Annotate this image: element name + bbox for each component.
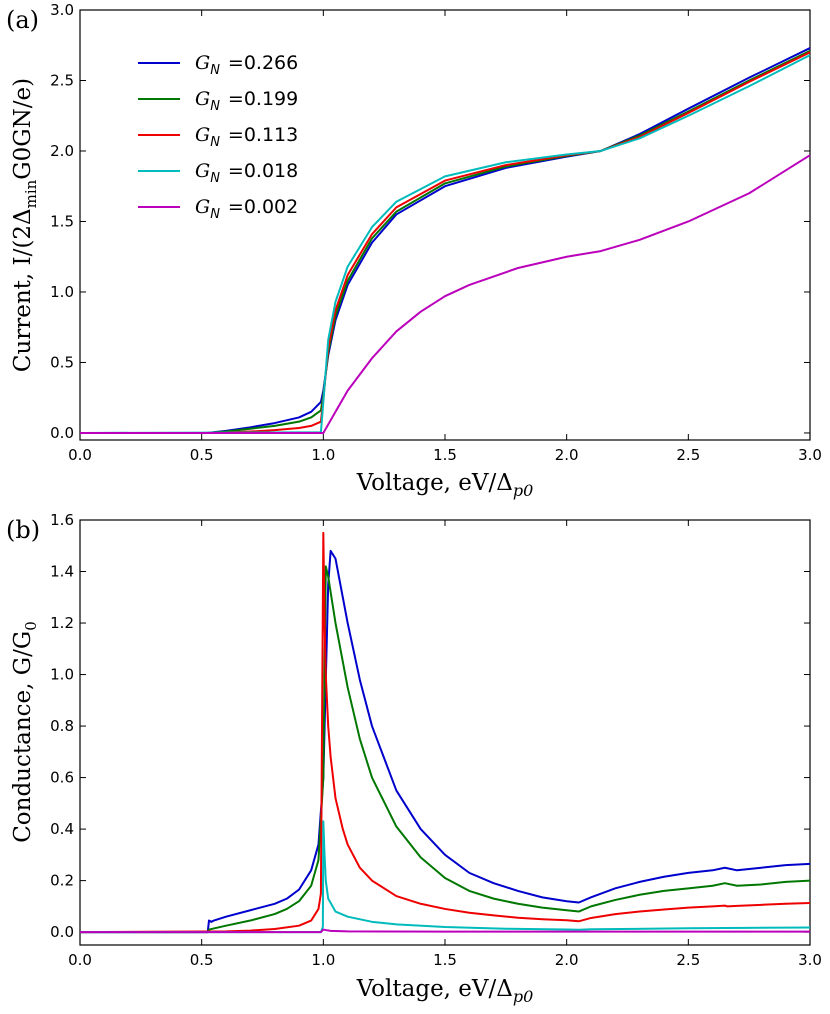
panel-b-y-tick-label: 0.8 bbox=[50, 717, 74, 735]
panel-a-y-tick-label: 1.0 bbox=[50, 283, 74, 301]
panel-a-series-line-gn-0-018 bbox=[79, 54, 811, 434]
panel-b-label: (b) bbox=[6, 516, 40, 544]
panel-b-series-line-gn-0-266 bbox=[80, 549, 811, 934]
panel-a-y-tick-label: 0.0 bbox=[50, 424, 74, 442]
panel-a-x-tick-label: 1.0 bbox=[311, 446, 335, 464]
panel-a-y-tick-label: 1.5 bbox=[50, 212, 74, 230]
panel-a-x-tick-label: 0.5 bbox=[190, 446, 214, 464]
legend-label-gn-0-266: GN =0.266 bbox=[195, 52, 298, 78]
panel-a-series-line-gn-0-002 bbox=[80, 154, 811, 434]
panel-b-y-tick-label: 1.0 bbox=[50, 666, 74, 684]
panel-b-x-axis-title: Voltage, eV/Δp0 bbox=[356, 976, 534, 1006]
panel-a-x-tick-label: 0.0 bbox=[68, 446, 92, 464]
panel-b-series-line-gn-0-199 bbox=[80, 565, 811, 934]
panel-b-y-tick-label: 1.4 bbox=[50, 563, 74, 581]
panel-b-x-tick-label: 0.0 bbox=[68, 951, 92, 969]
panel-b-x-tick-label: 2.0 bbox=[555, 951, 579, 969]
panel-b-y-tick-label: 0.6 bbox=[50, 769, 74, 787]
panel-b-x-tick-label: 0.5 bbox=[190, 951, 214, 969]
panel-a-x-tick-label: 2.0 bbox=[555, 446, 579, 464]
panel-a-current: 0.0 0.5 1.0 1.5 2.0 2.5 3.0 0.0 0.5 1.0 1.5 2.0 2.5 3… bbox=[6, 1, 822, 500]
legend-label-gn-0-199: GN =0.199 bbox=[195, 88, 298, 114]
panel-b-series-line-gn-0-002 bbox=[80, 928, 810, 934]
panel-b-y-tick-label: 0.4 bbox=[50, 820, 74, 838]
panel-b-ticks: 0.0 0.5 1.0 1.5 2.0 2.5 3.0 0.0 0.2 0.4 0.6 0.8 1.0 1… bbox=[50, 511, 822, 969]
panel-b-conductance: 0.0 0.5 1.0 1.5 2.0 2.5 3.0 0.0 0.2 0.4 0.6 0.8 1.0 1… bbox=[6, 511, 822, 1006]
panel-b-plot-frame bbox=[79, 519, 811, 946]
panel-b-series-lines bbox=[79, 531, 811, 934]
panel-b-y-tick-label: 0.0 bbox=[50, 923, 74, 941]
panel-a-label: (a) bbox=[6, 6, 39, 34]
panel-a-plot-frame bbox=[79, 9, 811, 441]
panel-b-x-tick-label: 1.0 bbox=[311, 951, 335, 969]
legend-label-gn-0-002: GN =0.002 bbox=[195, 196, 298, 222]
panel-a-ticks: 0.0 0.5 1.0 1.5 2.0 2.5 3.0 0.0 0.5 1.0 1.5 2.0 2.5 3… bbox=[50, 1, 822, 464]
panel-b-x-tick-label: 1.5 bbox=[433, 951, 457, 969]
panel-b-y-tick-label: 1.2 bbox=[50, 614, 74, 632]
legend-label-gn-0-113: GN =0.113 bbox=[195, 124, 298, 150]
panel-b-series-line-gn-0-113 bbox=[79, 531, 811, 934]
panel-a-y-axis-title: Current, I/(2ΔminG0GN/e) bbox=[10, 78, 40, 372]
panel-b-x-tick-label: 2.5 bbox=[676, 951, 700, 969]
panel-a-y-tick-label: 0.5 bbox=[50, 353, 74, 371]
panel-a-y-tick-label: 3.0 bbox=[50, 1, 74, 19]
panel-a-series-lines bbox=[79, 47, 811, 434]
panel-a-x-tick-label: 2.5 bbox=[676, 446, 700, 464]
panel-b-y-tick-label: 0.2 bbox=[50, 872, 74, 890]
panel-a-y-tick-label: 2.5 bbox=[50, 71, 74, 89]
panel-b-y-tick-label: 1.6 bbox=[50, 511, 74, 529]
panel-b-y-axis-title: Conductance, G/G0 bbox=[10, 621, 40, 843]
panel-b-x-tick-label: 3.0 bbox=[798, 951, 822, 969]
panel-a-y-tick-label: 2.0 bbox=[50, 142, 74, 160]
panel-b-series-line-gn-0-018 bbox=[80, 820, 811, 934]
panel-a-x-axis-title: Voltage, eV/Δp0 bbox=[356, 470, 534, 500]
legend-label-gn-0-018: GN =0.018 bbox=[195, 160, 298, 186]
panel-a-legend: GN =0.266 GN =0.199 GN =0.113 GN =0.018 GN =0.002 bbox=[138, 52, 298, 222]
panel-a-series-line-gn-0-199 bbox=[80, 49, 811, 434]
panel-a-x-tick-label: 1.5 bbox=[433, 446, 457, 464]
panel-a-x-tick-label: 3.0 bbox=[798, 446, 822, 464]
